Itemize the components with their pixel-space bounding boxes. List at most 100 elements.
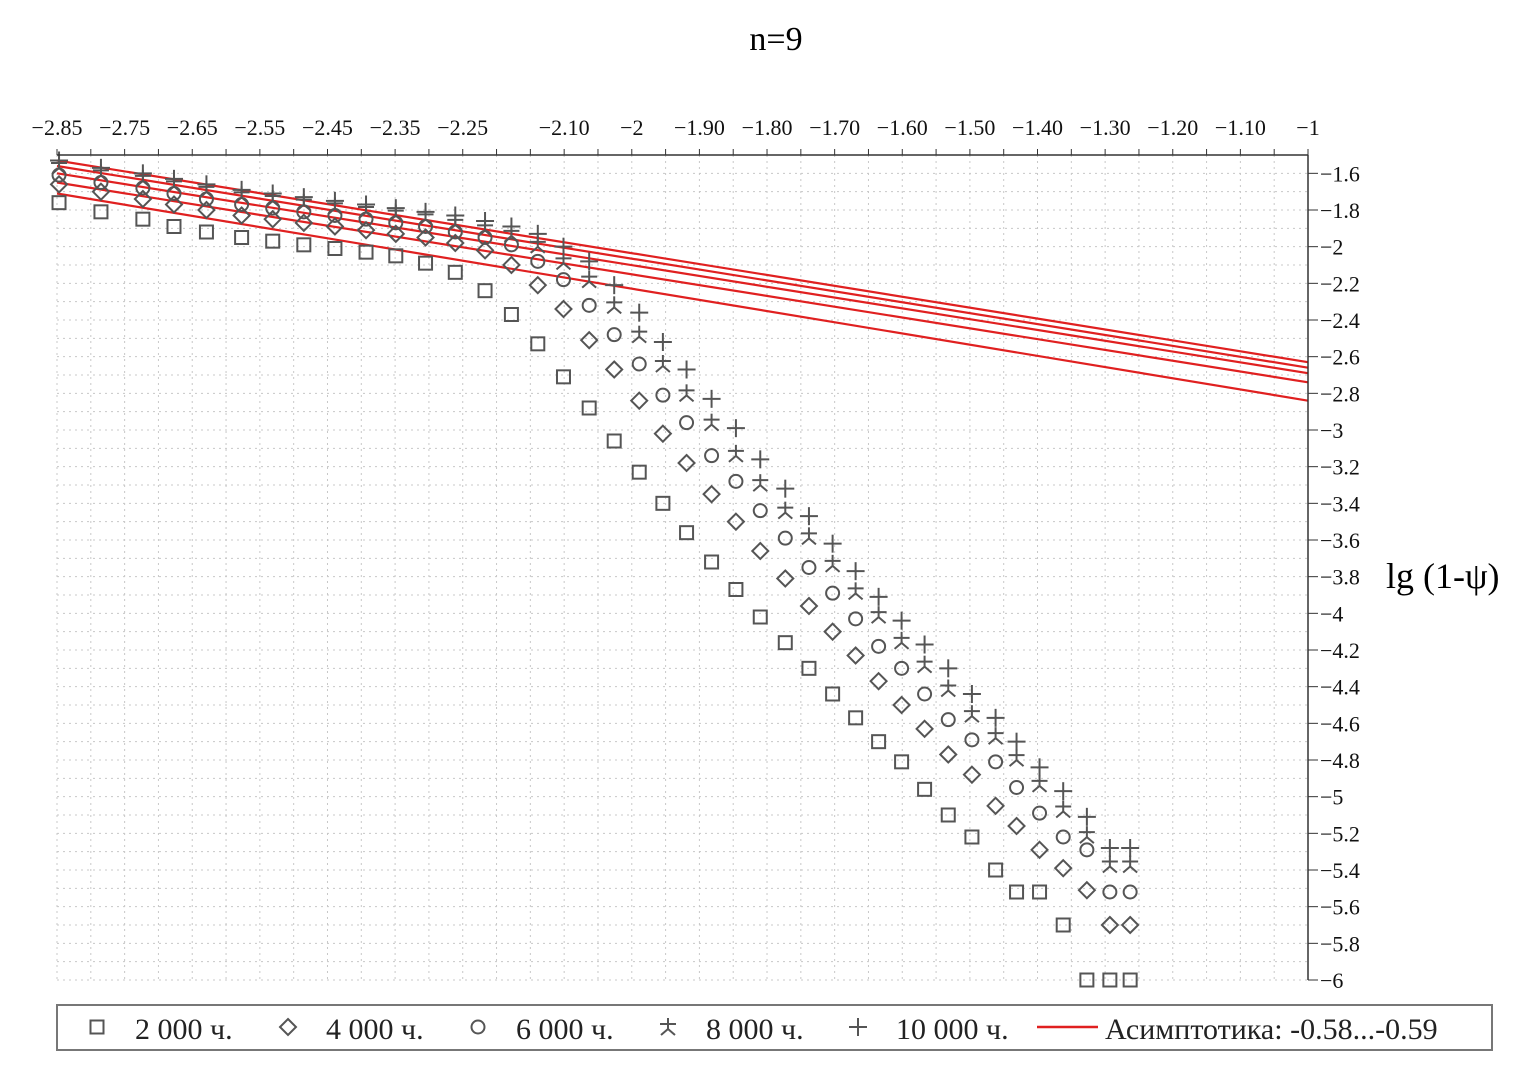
data-point: [988, 862, 1004, 878]
data-point: [654, 355, 671, 373]
data-point: [939, 659, 958, 678]
data-point: [554, 237, 573, 256]
data-point: [555, 369, 571, 385]
data-point: [752, 474, 769, 492]
legend-marker: [660, 1018, 676, 1036]
asymptote-line: [56, 192, 1309, 402]
legend-item: Асимптотика: -0.58...-0.59: [1037, 1013, 1438, 1046]
legend-label: 6 000 ч.: [516, 1013, 614, 1046]
legend-label: Асимптотика: -0.58...-0.59: [1105, 1013, 1438, 1046]
data-point: [133, 164, 152, 183]
y-tick-label: −2.4: [1320, 308, 1360, 333]
data-point: [702, 389, 721, 408]
x-tick-label: −1.80: [742, 115, 793, 140]
asymptote-line: [56, 164, 1309, 369]
data-point: [1079, 972, 1095, 988]
y-tick-label: −1.8: [1320, 198, 1360, 223]
data-point: [704, 448, 720, 464]
y-tick-label: −2.6: [1320, 345, 1360, 370]
data-point: [823, 534, 842, 553]
data-point: [475, 240, 495, 260]
y-tick-label: −2.8: [1320, 381, 1360, 406]
data-point: [133, 189, 153, 209]
data-point: [800, 527, 817, 546]
x-tick-label: −1.10: [1215, 115, 1266, 140]
data-point: [503, 237, 519, 253]
axes: −2.85 −2.75 −2.65 −2.55 −2.45 −2.35 −2.25 −2.10…: [32, 115, 1360, 993]
x-tick-label: −1.20: [1147, 115, 1198, 140]
data-point: [325, 191, 344, 210]
data-point: [988, 754, 1004, 770]
legend-marker: [89, 1019, 105, 1035]
data-point: [555, 272, 571, 288]
x-tick-label: −2.45: [302, 115, 353, 140]
data-point: [871, 734, 887, 750]
data-point: [555, 252, 572, 271]
data-point: [1055, 917, 1071, 933]
grid: [56, 154, 1309, 981]
data-point: [1102, 884, 1118, 900]
data-point: [232, 206, 252, 225]
data-point: [799, 507, 818, 526]
data-point: [938, 745, 958, 764]
data-point: [726, 419, 745, 438]
legend: 2 000 ч. 4 000 ч. 6 000 ч. 8 000 ч. 10 000 ч…: [56, 1004, 1493, 1051]
data-point: [630, 303, 649, 322]
data-point: [964, 829, 980, 845]
data-point: [294, 188, 313, 207]
data-point: [986, 708, 1005, 727]
data-point: [358, 244, 374, 260]
data-point: [846, 562, 865, 581]
legend-label: 10 000 ч.: [896, 1013, 1009, 1046]
data-point: [702, 484, 721, 504]
data-point: [1100, 839, 1119, 857]
data-point: [1100, 915, 1120, 935]
data-point: [776, 479, 795, 498]
data-point: [1008, 749, 1025, 767]
data-point: [1009, 780, 1025, 795]
data-point: [604, 360, 624, 379]
data-point: [894, 754, 910, 770]
data-point: [871, 638, 887, 654]
data-point: [164, 195, 184, 214]
data-point: [728, 582, 744, 597]
data-point: [915, 719, 934, 739]
data-point: [631, 464, 647, 480]
data-point: [357, 195, 376, 214]
data-point: [197, 200, 216, 220]
y-tick-label: −4.4: [1320, 675, 1360, 700]
data-point: [528, 275, 548, 295]
asymptote-line: [56, 181, 1309, 384]
legend-items: 2 000 ч. 4 000 ч. 6 000 ч. 8 000 ч. 10 000 ч…: [89, 1013, 1438, 1046]
x-tick-label: −2.75: [99, 115, 150, 140]
data-point: [629, 391, 649, 411]
data-point: [631, 325, 648, 344]
y-tick-label: −4.8: [1320, 748, 1360, 773]
data-point: [869, 671, 889, 691]
data-point: [962, 765, 982, 785]
data-point: [503, 307, 519, 322]
x-tick-label: −1.90: [674, 115, 725, 140]
data-point: [728, 473, 744, 489]
data-point: [964, 732, 980, 748]
data-point: [653, 333, 672, 351]
data-point: [679, 415, 695, 431]
data-point: [1122, 884, 1138, 900]
y-tick-label: −5.4: [1320, 858, 1360, 883]
data-point: [530, 336, 546, 352]
data-point: [265, 233, 281, 249]
data-point: [197, 175, 216, 194]
data-point: [1054, 782, 1073, 801]
x-tick-label: −1: [1296, 115, 1319, 140]
data-point: [704, 554, 720, 570]
data-point: [91, 158, 110, 177]
data-point: [445, 233, 465, 253]
data-point: [987, 727, 1004, 745]
data-point: [727, 444, 744, 463]
data-point: [388, 248, 404, 264]
asymptote-lines: [56, 159, 1309, 402]
data-point: [416, 228, 435, 247]
legend-item: 6 000 ч.: [470, 1013, 614, 1046]
data-point: [166, 219, 182, 234]
